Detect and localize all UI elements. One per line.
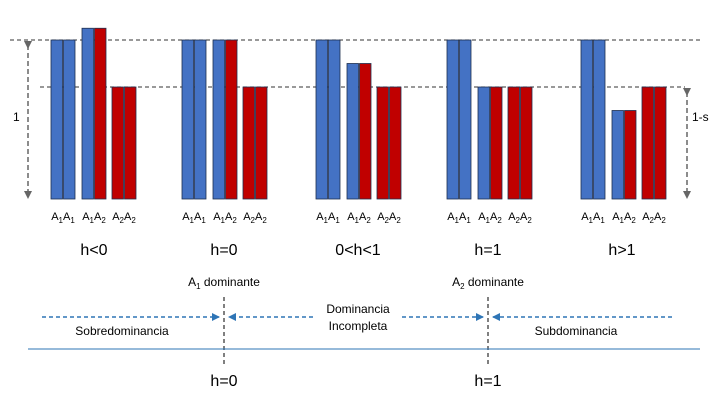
bar-a1a1-right-4	[593, 39, 606, 200]
bar-a1a1-left-0	[50, 39, 63, 200]
bar-a1a2-right-2	[359, 63, 372, 200]
group-label-h-one: h=1	[474, 242, 501, 259]
bar-a2a2-right-0	[124, 86, 137, 200]
bar-a1a2-right-1	[225, 39, 238, 200]
bar-a1a2-left-4	[611, 110, 624, 200]
bar-a1a1-right-0	[63, 39, 76, 200]
genotype-label-a2a2-0: A2A2	[112, 211, 136, 225]
bar-a2a2-right-3	[520, 86, 533, 200]
left-scale-label: 1	[13, 110, 20, 124]
group-label-h-incomplete: 0<h<1	[335, 242, 380, 259]
bar-a1a2-left-1	[212, 39, 225, 200]
group-label-h-gt-one: h>1	[608, 242, 635, 259]
bar-a1a1-left-4	[580, 39, 593, 200]
bar-a2a2-left-3	[507, 86, 520, 200]
genotype-label-a1a1-0: A1A1	[51, 211, 75, 225]
genotype-label-a1a2-3: A1A2	[478, 211, 502, 225]
bar-a2a2-left-1	[242, 86, 255, 200]
dominancia-label: Dominancia	[326, 302, 390, 316]
bar-a1a2-right-4	[624, 110, 637, 200]
genotype-label-a2a2-1: A2A2	[243, 211, 267, 225]
bar-a1a2-left-0	[81, 27, 94, 200]
bar-a1a1-left-2	[315, 39, 328, 200]
genotype-label-a1a1-2: A1A1	[316, 211, 340, 225]
bar-a2a2-right-4	[654, 86, 667, 200]
group-label-h-neg: h<0	[80, 242, 107, 259]
bottom-h0-label: h=0	[210, 373, 237, 390]
bar-a1a1-right-2	[328, 39, 341, 200]
genotype-label-a1a2-4: A1A2	[612, 211, 636, 225]
bar-a1a1-left-3	[446, 39, 459, 200]
genotype-label-a1a2-0: A1A2	[82, 211, 106, 225]
sobredominancia-label: Sobredominancia	[75, 324, 169, 338]
bar-a1a2-right-3	[490, 86, 503, 200]
bar-a1a1-right-1	[194, 39, 207, 200]
genotype-label-a1a1-4: A1A1	[581, 211, 605, 225]
bar-a2a2-left-4	[641, 86, 654, 200]
genotype-label-a1a1-1: A1A1	[182, 211, 206, 225]
genotype-label-a2a2-3: A2A2	[508, 211, 532, 225]
bar-a1a2-left-2	[346, 63, 359, 200]
bar-a2a2-left-2	[376, 86, 389, 200]
genotype-labels-layer: A1A1 A1A2 A2A2 A1A1 A1A2 A2A2 A1A1 A1A2 A2A2 A1A1…	[51, 211, 666, 225]
bar-a1a1-left-1	[181, 39, 194, 200]
genotype-label-a2a2-4: A2A2	[642, 211, 666, 225]
bars-layer	[50, 27, 667, 200]
a1-dominant-label: A1 dominante	[188, 275, 260, 291]
bottom-h1-label: h=1	[474, 373, 501, 390]
bar-a2a2-left-0	[111, 86, 124, 200]
bar-a2a2-right-2	[389, 86, 402, 200]
bar-a1a1-right-3	[459, 39, 472, 200]
bar-a1a2-left-3	[477, 86, 490, 200]
group-label-h-zero: h=0	[210, 242, 237, 259]
right-scale-label: 1-s	[692, 110, 709, 124]
genotype-label-a2a2-2: A2A2	[377, 211, 401, 225]
incompleta-label: Incompleta	[329, 319, 388, 333]
bar-a1a2-right-0	[94, 27, 107, 200]
genotype-label-a1a2-1: A1A2	[213, 211, 237, 225]
bar-a2a2-right-1	[255, 86, 268, 200]
genotype-label-a1a1-3: A1A1	[447, 211, 471, 225]
genotype-label-a1a2-2: A1A2	[347, 211, 371, 225]
subdominancia-label: Subdominancia	[535, 324, 618, 338]
a2-dominant-label: A2 dominante	[452, 275, 524, 291]
